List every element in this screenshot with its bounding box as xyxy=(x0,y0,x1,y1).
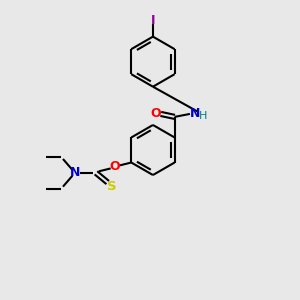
Text: H: H xyxy=(199,111,208,121)
Text: O: O xyxy=(110,160,120,173)
Text: I: I xyxy=(151,14,155,27)
Text: O: O xyxy=(150,107,161,120)
Text: S: S xyxy=(107,180,117,193)
Text: N: N xyxy=(70,166,80,179)
Text: N: N xyxy=(190,107,200,120)
